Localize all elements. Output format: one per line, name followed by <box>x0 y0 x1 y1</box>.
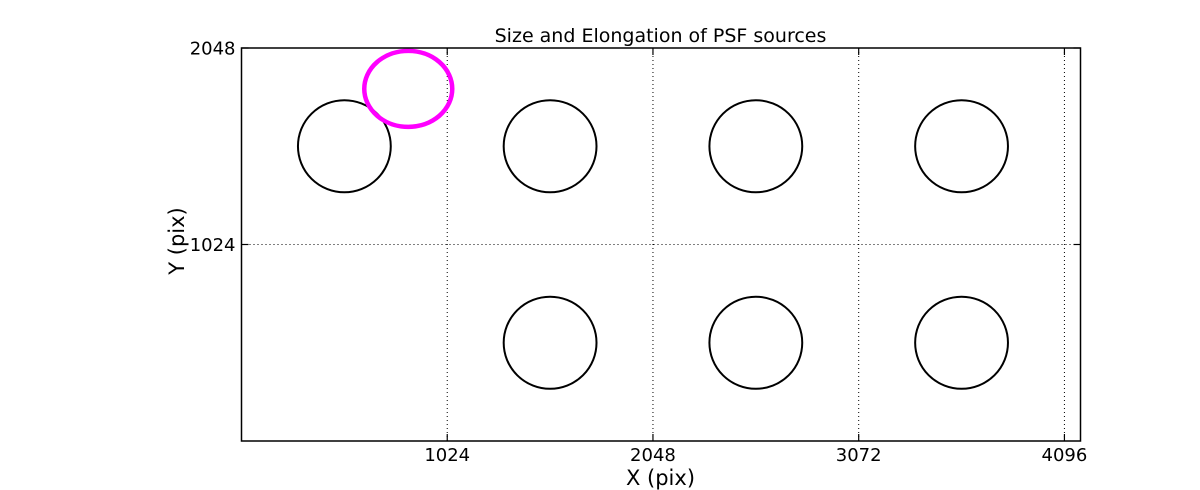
x-tick-label-3072: 3072 <box>836 445 882 466</box>
y-tick-label-1024: 1024 <box>190 235 236 256</box>
psf-source-ellipse <box>296 99 392 194</box>
x-tick-label-1024: 1024 <box>424 445 470 466</box>
psf-source-ellipse <box>708 295 804 390</box>
psf-source-ellipse <box>914 99 1009 194</box>
psf-source-ellipse <box>502 99 598 194</box>
y-tick-label-2048: 2048 <box>190 39 236 60</box>
psf-source-ellipse <box>708 99 804 194</box>
psf-source-ellipse <box>914 295 1009 390</box>
x-axis-label: X (pix) <box>625 466 696 490</box>
chart-title: Size and Elongation of PSF sources <box>494 25 827 47</box>
psf-source-ellipse <box>502 295 598 390</box>
highlighted-psf-source-ellipse <box>362 48 455 130</box>
x-tick-label-4096: 4096 <box>1042 445 1088 466</box>
x-tick-label-2048: 2048 <box>630 445 676 466</box>
